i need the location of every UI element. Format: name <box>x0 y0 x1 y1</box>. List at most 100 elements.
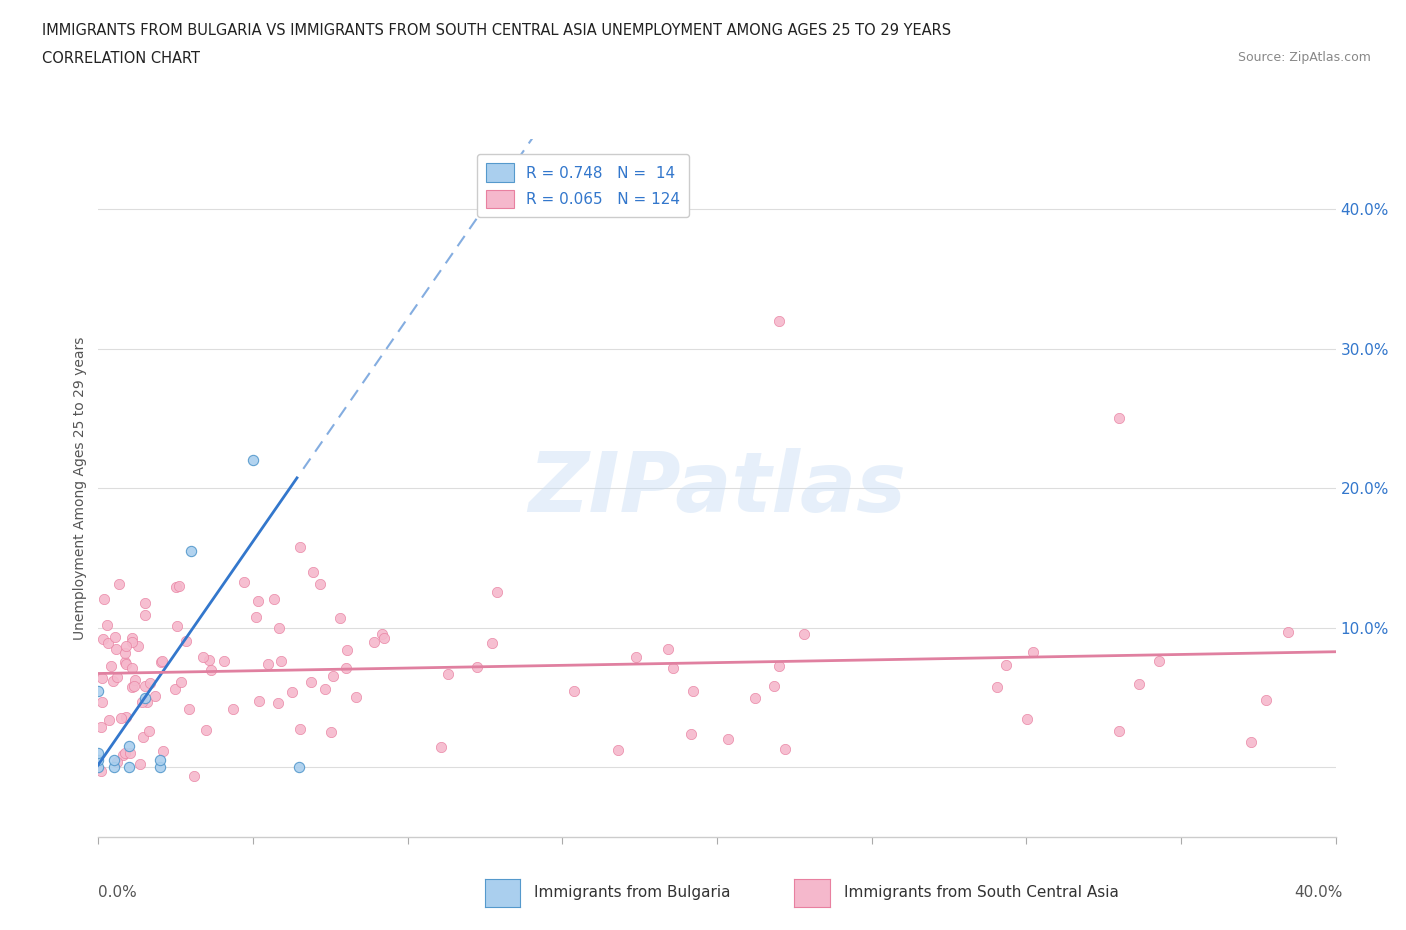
Point <box>263 591 285 606</box>
Point <box>270 654 292 669</box>
Point <box>191 650 214 665</box>
Point <box>661 660 683 675</box>
Point <box>1015 712 1038 727</box>
Point <box>762 678 785 693</box>
Point <box>281 684 304 699</box>
Point <box>87 683 110 698</box>
Point <box>149 753 172 768</box>
Point <box>124 672 146 687</box>
Point <box>114 645 136 660</box>
Text: Immigrants from South Central Asia: Immigrants from South Central Asia <box>844 885 1119 900</box>
Point <box>150 655 173 670</box>
Point <box>768 313 790 328</box>
Point <box>267 696 290 711</box>
Point <box>163 682 186 697</box>
Point <box>91 671 114 685</box>
Point <box>197 653 219 668</box>
Point <box>183 768 205 783</box>
Text: Immigrants from Bulgaria: Immigrants from Bulgaria <box>534 885 731 900</box>
Point <box>288 722 311 737</box>
Point <box>682 684 704 698</box>
Point <box>139 675 162 690</box>
Text: ZIPatlas: ZIPatlas <box>529 447 905 529</box>
Point <box>437 667 460 682</box>
Point <box>110 711 132 725</box>
Point <box>129 756 152 771</box>
Point <box>107 577 129 591</box>
Point <box>165 579 187 594</box>
Point <box>169 578 191 593</box>
Point <box>115 638 138 653</box>
Point <box>562 684 585 698</box>
Point <box>322 669 344 684</box>
Point <box>1108 724 1130 738</box>
Point <box>90 720 112 735</box>
Point <box>120 745 142 760</box>
Point <box>1108 411 1130 426</box>
Point <box>103 753 125 768</box>
Point <box>370 626 392 641</box>
Point <box>115 657 138 671</box>
Point <box>136 694 159 709</box>
Point <box>775 741 797 756</box>
Point <box>114 655 136 670</box>
Point <box>103 760 125 775</box>
Text: 0.0%: 0.0% <box>98 885 138 900</box>
Point <box>1128 677 1150 692</box>
Text: CORRELATION CHART: CORRELATION CHART <box>42 51 200 66</box>
Point <box>308 577 330 591</box>
Point <box>114 746 136 761</box>
Point <box>121 680 143 695</box>
Point <box>112 748 135 763</box>
Point <box>138 724 160 738</box>
Point <box>465 659 488 674</box>
Point <box>91 695 114 710</box>
Y-axis label: Unemployment Among Ages 25 to 29 years: Unemployment Among Ages 25 to 29 years <box>73 337 87 640</box>
Point <box>90 764 112 778</box>
Point <box>363 634 385 649</box>
Point <box>267 620 290 635</box>
Point <box>91 631 114 646</box>
Point <box>607 743 630 758</box>
Point <box>335 660 357 675</box>
Point <box>302 565 325 579</box>
Legend: R = 0.748   N =  14, R = 0.065   N = 124: R = 0.748 N = 14, R = 0.065 N = 124 <box>477 154 689 218</box>
Point <box>104 642 127 657</box>
Point <box>87 746 110 761</box>
Point <box>624 649 647 664</box>
Point <box>121 631 143 645</box>
Point <box>115 710 138 724</box>
Point <box>121 661 143 676</box>
Point <box>98 712 121 727</box>
Point <box>717 732 740 747</box>
Point <box>127 638 149 653</box>
Point <box>122 678 145 693</box>
Point <box>131 695 153 710</box>
Point <box>245 610 267 625</box>
Point <box>288 760 311 775</box>
Point <box>103 673 125 688</box>
Point <box>319 724 342 739</box>
Point <box>105 754 128 769</box>
Point <box>121 634 143 649</box>
Text: Source: ZipAtlas.com: Source: ZipAtlas.com <box>1237 51 1371 64</box>
Point <box>195 723 218 737</box>
Point <box>104 630 127 644</box>
Point <box>430 739 453 754</box>
Point <box>986 680 1008 695</box>
Point <box>97 636 120 651</box>
Point <box>100 658 122 673</box>
Point <box>246 593 269 608</box>
Point <box>290 539 312 554</box>
Point <box>256 657 278 671</box>
Point <box>143 689 166 704</box>
Point <box>657 641 679 656</box>
Point <box>134 690 156 705</box>
Point <box>174 634 197 649</box>
Point <box>212 654 235 669</box>
Point <box>344 690 367 705</box>
Point <box>93 591 115 606</box>
Point <box>1277 624 1299 639</box>
Point <box>373 631 395 645</box>
Point <box>166 618 188 633</box>
